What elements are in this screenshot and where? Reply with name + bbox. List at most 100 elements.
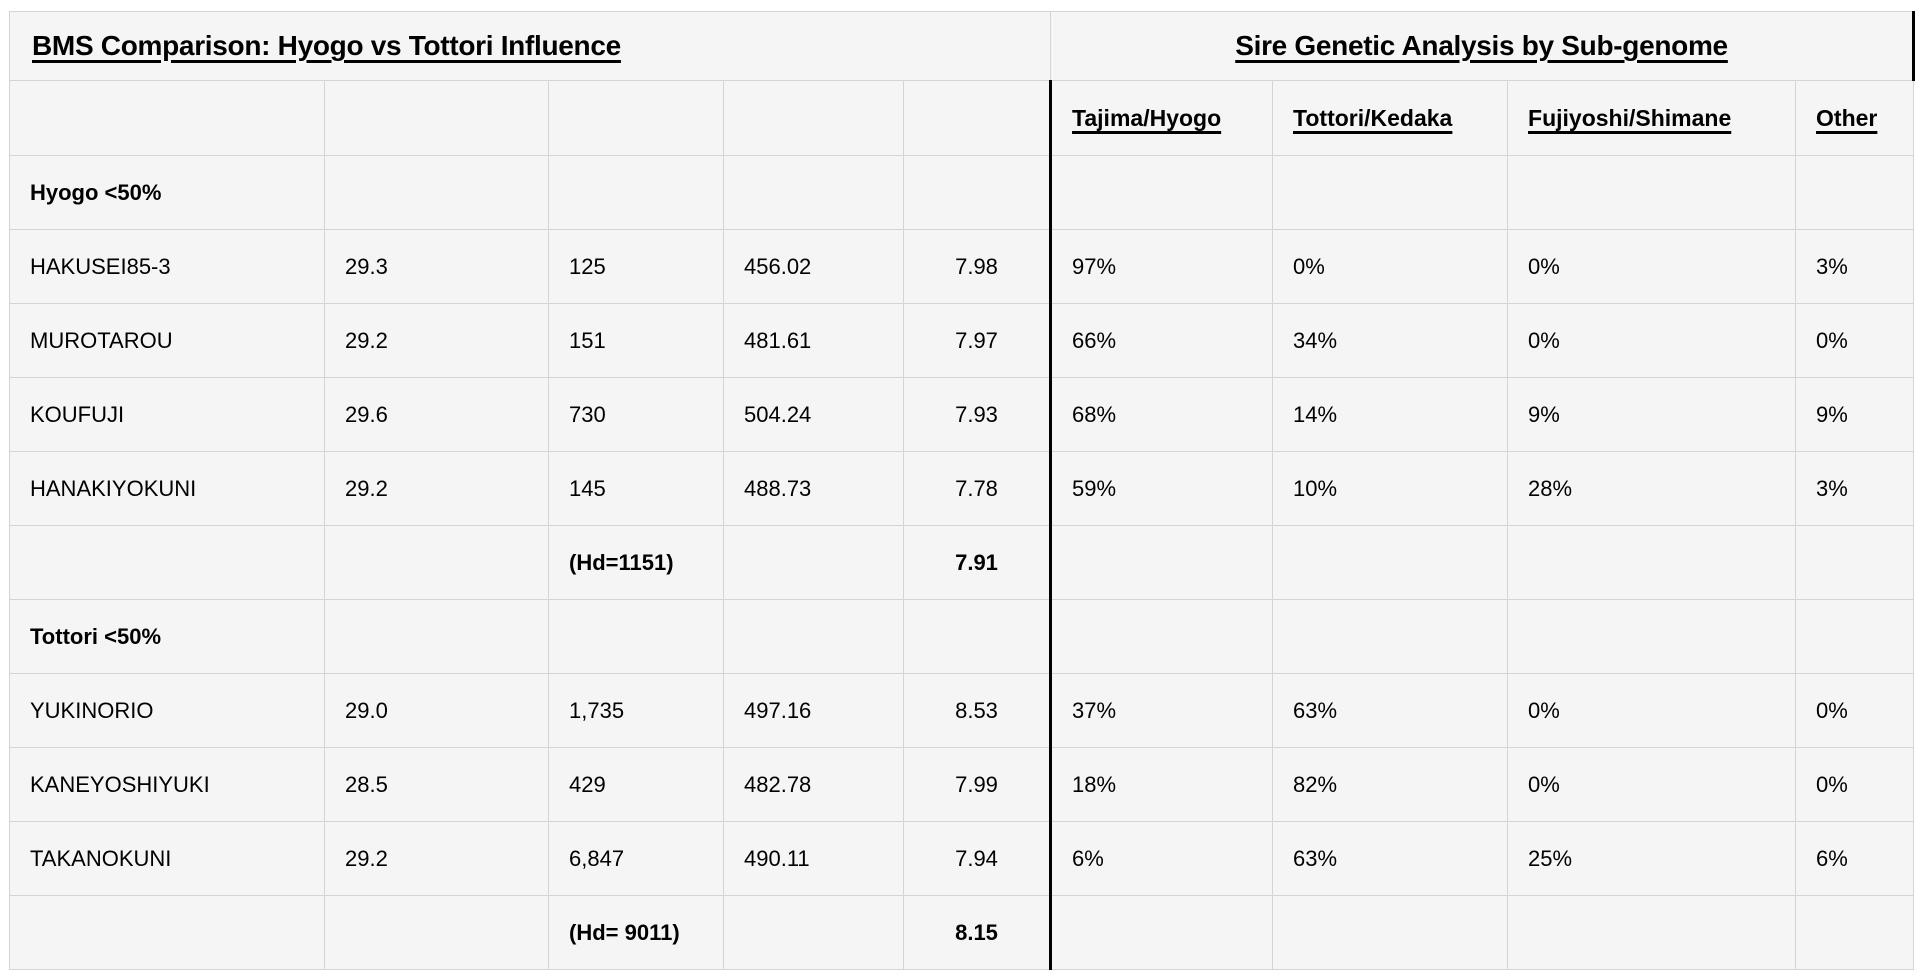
cell: [1272, 599, 1509, 674]
cell-value-2: 730: [548, 377, 724, 452]
cell-value-1: 29.2: [324, 451, 549, 526]
cell: [1049, 599, 1274, 674]
cell-sire-name: KANEYOSHIYUKI: [9, 747, 325, 822]
cell-pct-tajima-hyogo: 18%: [1049, 747, 1274, 822]
cell-sire-name: TAKANOKUNI: [9, 821, 325, 896]
cell-pct-tottori-kedaka: 63%: [1272, 821, 1509, 896]
cell-value-2: 125: [548, 229, 724, 304]
cell-pct-fujiyoshi-shimane: 0%: [1507, 303, 1797, 378]
cell: [9, 525, 325, 600]
empty-header-cell: [324, 80, 549, 156]
cell: [548, 155, 724, 230]
cell-value-3: 481.61: [723, 303, 904, 378]
cell-value-3: 497.16: [723, 673, 904, 748]
cell: [723, 525, 904, 600]
cell-pct-tajima-hyogo: 59%: [1049, 451, 1274, 526]
right-section-title: Sire Genetic Analysis by Sub-genome: [1050, 11, 1916, 81]
cell-pct-tottori-kedaka: 34%: [1272, 303, 1509, 378]
cell-value-2: 145: [548, 451, 724, 526]
cell: [1049, 525, 1274, 600]
cell-pct-tajima-hyogo: 6%: [1049, 821, 1274, 896]
cell-hd-total-hyogo: (Hd=1151): [548, 525, 724, 600]
table-row: TAKANOKUNI 29.2 6,847 490.11 7.94 6% 63%…: [9, 821, 1915, 896]
table-row: YUKINORIO 29.0 1,735 497.16 8.53 37% 63%…: [9, 673, 1915, 748]
cell-pct-tajima-hyogo: 97%: [1049, 229, 1274, 304]
table-row: (Hd= 9011) 8.15: [9, 895, 1915, 970]
cell-hd-total-tottori: (Hd= 9011): [548, 895, 724, 970]
cell-value-2: 151: [548, 303, 724, 378]
cell-pct-tottori-kedaka: 14%: [1272, 377, 1509, 452]
cell: [1272, 895, 1509, 970]
column-header-fujiyoshi-shimane: Fujiyoshi/Shimane: [1507, 80, 1797, 156]
cell-pct-tajima-hyogo: 68%: [1049, 377, 1274, 452]
cell-value-1: 28.5: [324, 747, 549, 822]
table-row: Tottori <50%: [9, 599, 1915, 674]
cell-value-3: 456.02: [723, 229, 904, 304]
cell-pct-fujiyoshi-shimane: 25%: [1507, 821, 1797, 896]
empty-header-cell: [548, 80, 724, 156]
table-row: KANEYOSHIYUKI 28.5 429 482.78 7.99 18% 8…: [9, 747, 1915, 822]
cell-pct-other: 6%: [1795, 821, 1915, 896]
cell: [723, 155, 904, 230]
cell-value-4: 7.93: [902, 377, 1052, 452]
cell: [1507, 895, 1797, 970]
cell: [1049, 155, 1274, 230]
cell: [1795, 525, 1915, 600]
cell-sire-name: YUKINORIO: [9, 673, 325, 748]
left-section-title: BMS Comparison: Hyogo vs Tottori Influen…: [8, 11, 1052, 81]
table-row: Hyogo <50%: [9, 155, 1915, 230]
cell-sire-name: MUROTAROU: [9, 303, 325, 378]
cell: [1507, 599, 1797, 674]
cell-pct-other: 9%: [1795, 377, 1915, 452]
table-row: MUROTAROU 29.2 151 481.61 7.97 66% 34% 0…: [9, 303, 1915, 378]
cell-value-1: 29.2: [324, 303, 549, 378]
cell-pct-tottori-kedaka: 82%: [1272, 747, 1509, 822]
cell-sire-name: KOUFUJI: [9, 377, 325, 452]
cell-value-2: 1,735: [548, 673, 724, 748]
section-header-hyogo: Hyogo <50%: [9, 155, 325, 230]
cell-value-3: 482.78: [723, 747, 904, 822]
cell-pct-other: 3%: [1795, 451, 1915, 526]
column-header-other: Other: [1795, 80, 1915, 156]
table-row: HAKUSEI85-3 29.3 125 456.02 7.98 97% 0% …: [9, 229, 1915, 304]
cell-pct-other: 0%: [1795, 303, 1915, 378]
cell-value-4: 7.98: [902, 229, 1052, 304]
bms-comparison-table: BMS Comparison: Hyogo vs Tottori Influen…: [8, 11, 1916, 970]
cell: [324, 895, 549, 970]
table-row: KOUFUJI 29.6 730 504.24 7.93 68% 14% 9% …: [9, 377, 1915, 452]
cell: [324, 525, 549, 600]
cell-value-4: 8.53: [902, 673, 1052, 748]
cell-avg-tottori: 8.15: [902, 895, 1052, 970]
cell-pct-other: 0%: [1795, 747, 1915, 822]
cell-value-3: 488.73: [723, 451, 904, 526]
section-header-tottori: Tottori <50%: [9, 599, 325, 674]
cell: [324, 599, 549, 674]
cell-pct-tottori-kedaka: 0%: [1272, 229, 1509, 304]
cell-pct-tottori-kedaka: 63%: [1272, 673, 1509, 748]
cell: [1795, 599, 1915, 674]
table-row: Tajima/Hyogo Tottori/Kedaka Fujiyoshi/Sh…: [9, 80, 1915, 156]
cell: [902, 155, 1052, 230]
cell: [1795, 895, 1915, 970]
cell-pct-fujiyoshi-shimane: 28%: [1507, 451, 1797, 526]
column-header-tajima-hyogo: Tajima/Hyogo: [1049, 80, 1274, 156]
cell-pct-other: 0%: [1795, 673, 1915, 748]
cell-value-1: 29.6: [324, 377, 549, 452]
cell-pct-fujiyoshi-shimane: 0%: [1507, 229, 1797, 304]
cell-pct-tottori-kedaka: 10%: [1272, 451, 1509, 526]
cell-pct-fujiyoshi-shimane: 9%: [1507, 377, 1797, 452]
cell-value-4: 7.97: [902, 303, 1052, 378]
cell: [723, 599, 904, 674]
cell: [1507, 155, 1797, 230]
cell: [1507, 525, 1797, 600]
cell-value-3: 504.24: [723, 377, 904, 452]
cell: [548, 599, 724, 674]
cell-pct-fujiyoshi-shimane: 0%: [1507, 673, 1797, 748]
cell-pct-fujiyoshi-shimane: 0%: [1507, 747, 1797, 822]
table-row: HANAKIYOKUNI 29.2 145 488.73 7.78 59% 10…: [9, 451, 1915, 526]
cell-value-3: 490.11: [723, 821, 904, 896]
cell-value-4: 7.94: [902, 821, 1052, 896]
cell-pct-tajima-hyogo: 37%: [1049, 673, 1274, 748]
cell-value-1: 29.2: [324, 821, 549, 896]
spreadsheet-table-container: BMS Comparison: Hyogo vs Tottori Influen…: [8, 11, 1916, 970]
